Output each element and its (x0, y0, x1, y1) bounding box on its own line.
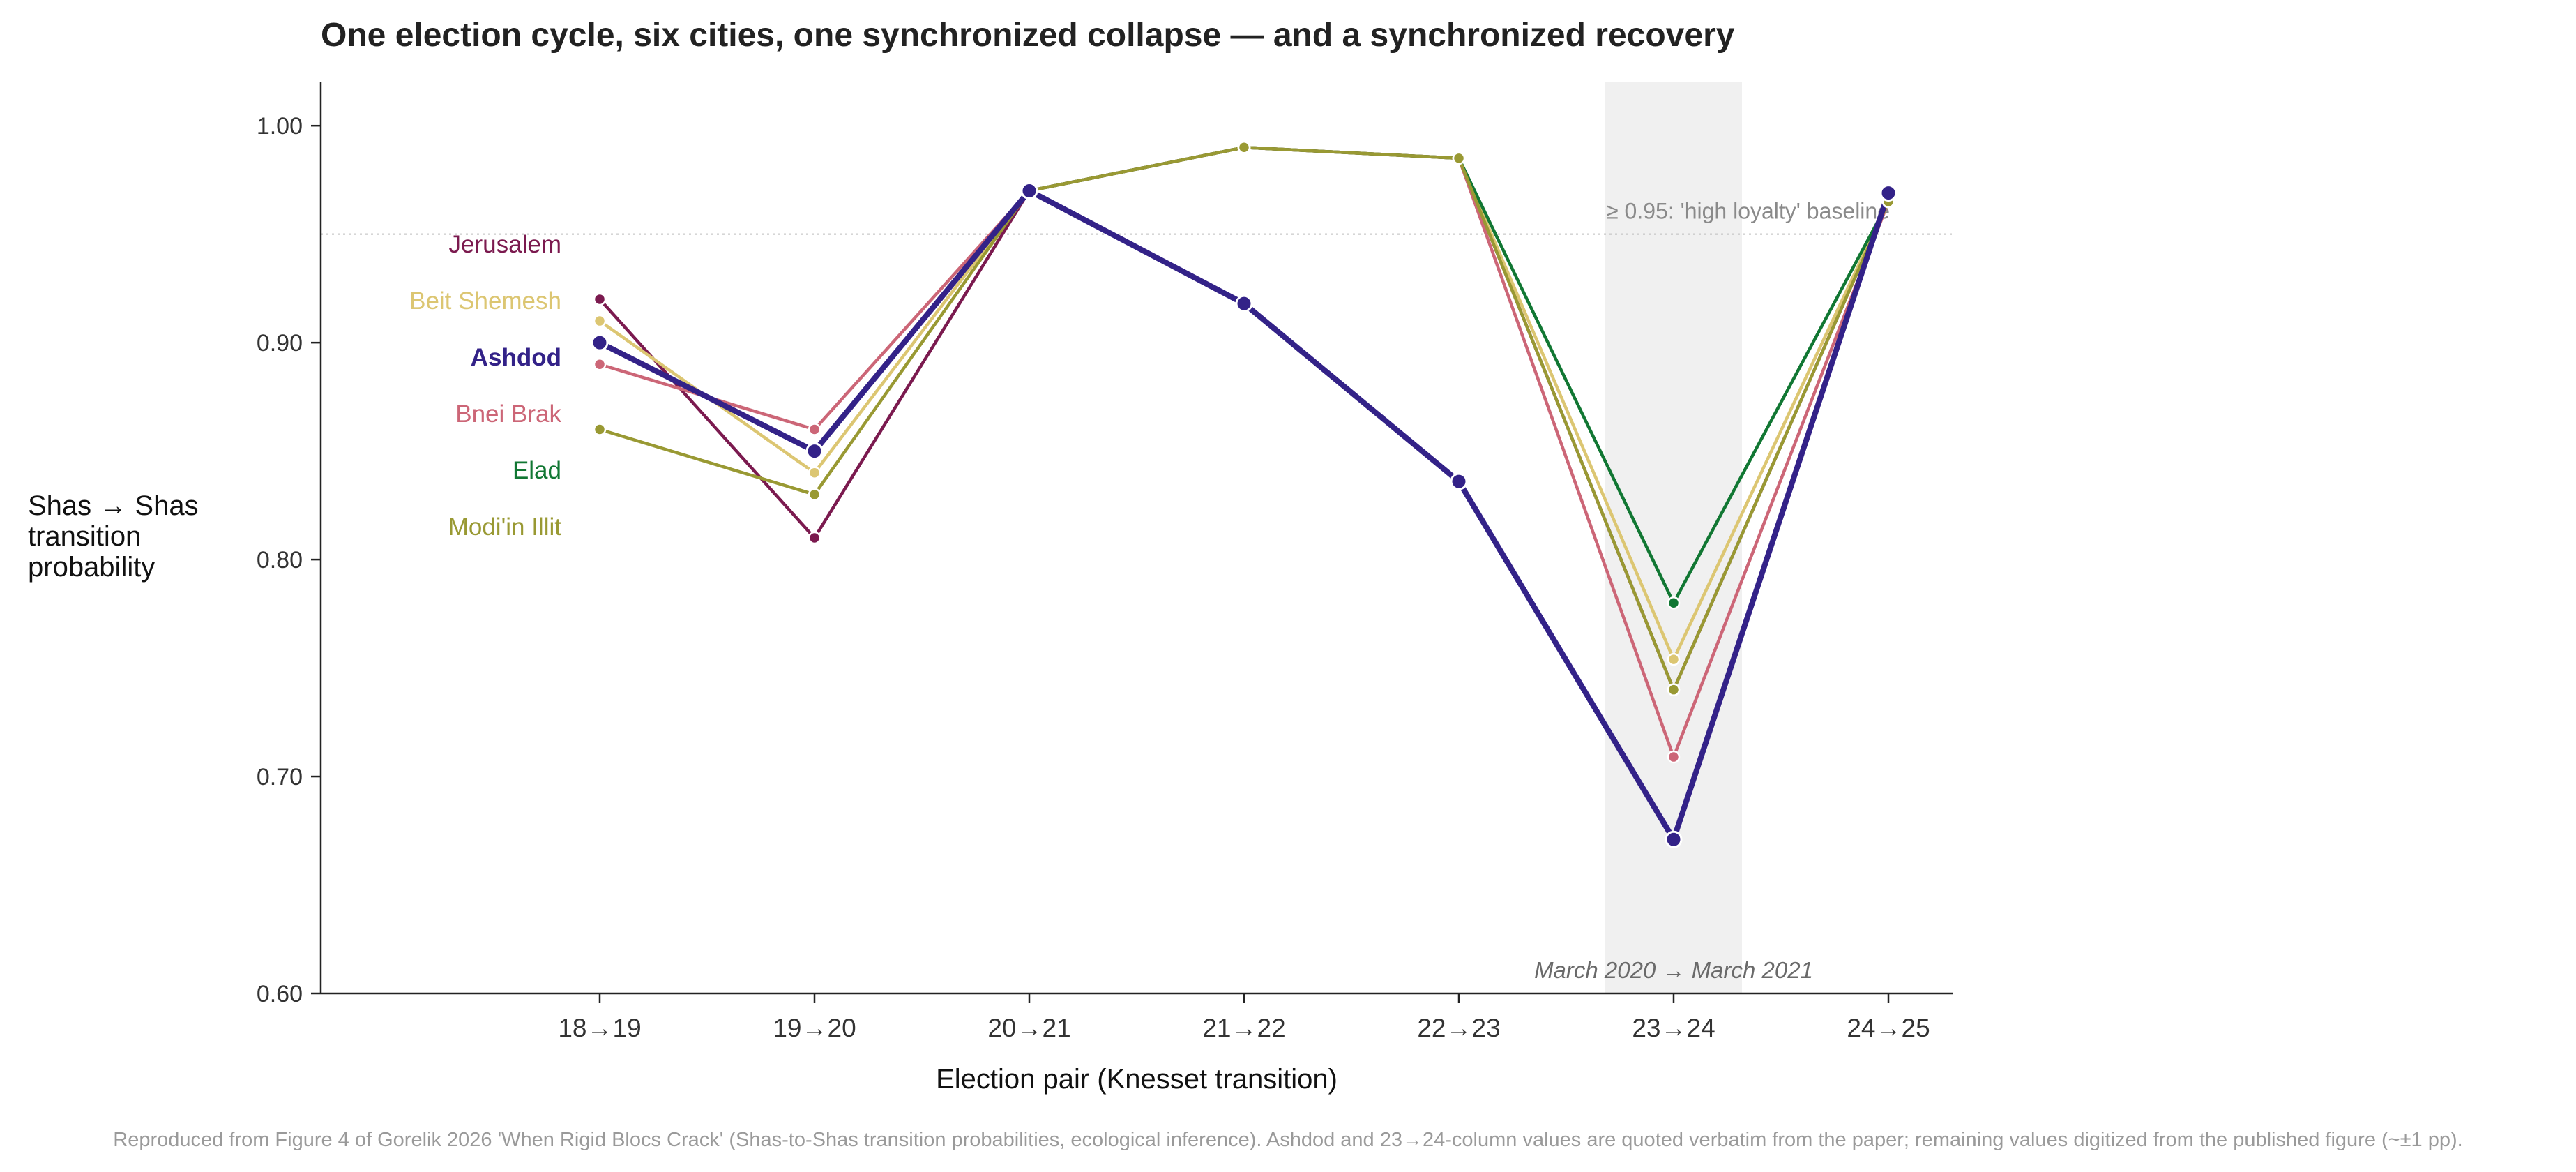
highlight-period-label: March 2020 → March 2021 (1534, 957, 1813, 983)
series-points (591, 141, 1897, 848)
y-axis-label-line-2: transition (28, 521, 141, 552)
city-label-jerusalem: Jerusalem (449, 231, 561, 258)
x-tick-label: 18→19 (558, 1014, 641, 1042)
y-axis-label: Shas → Shas transition probability (28, 490, 206, 583)
chart-title: One election cycle, six cities, one sync… (321, 17, 1735, 54)
city-label-bnei-brak: Bnei Brak (455, 400, 561, 428)
data-point-modi-in-illit (1237, 141, 1251, 154)
y-tick-label: 0.60 (257, 981, 303, 1007)
axes (319, 82, 1953, 995)
data-point-bnei-brak (808, 423, 821, 436)
y-axis-ticks: 0.60 0.70 0.80 0.90 1.00 (257, 113, 321, 1007)
city-label-ashdod: Ashdod (471, 344, 561, 371)
data-point-ashdod (591, 333, 609, 352)
data-point-ashdod (1020, 181, 1038, 200)
data-point-ashdod (1879, 184, 1897, 202)
baseline-label: ≥ 0.95: 'high loyalty' baseline (1606, 199, 1890, 224)
x-axis-label: Election pair (Knesset transition) (936, 1064, 1338, 1095)
x-tick-label: 19→20 (773, 1014, 856, 1042)
data-point-modi-in-illit (1667, 683, 1681, 696)
data-point-ashdod (1665, 830, 1683, 848)
y-tick-label: 0.70 (257, 764, 303, 790)
y-axis-label-line-1: Shas → Shas (28, 490, 199, 521)
x-tick-label: 22→23 (1417, 1014, 1500, 1042)
data-point-ashdod (1235, 294, 1253, 313)
city-labels: Jerusalem Beit Shemesh Ashdod Bnei Brak Elad… (409, 231, 561, 541)
data-point-modi-in-illit (593, 423, 607, 436)
data-point-modi-in-illit (1452, 151, 1466, 165)
data-point-beit-shemesh (1667, 652, 1681, 666)
data-point-bnei-brak (1667, 750, 1681, 764)
data-point-beit-shemesh (593, 314, 607, 328)
data-point-modi-in-illit (808, 488, 821, 502)
x-tick-label: 24→25 (1847, 1014, 1930, 1042)
data-point-jerusalem (808, 531, 821, 545)
data-point-beit-shemesh (808, 466, 821, 479)
source-caption: Reproduced from Figure 4 of Gorelik 2026… (113, 1129, 2462, 1151)
data-point-elad (1667, 596, 1681, 610)
data-point-ashdod (1450, 472, 1468, 490)
data-point-jerusalem (593, 292, 607, 306)
y-tick-label: 0.90 (257, 330, 303, 356)
data-point-bnei-brak (593, 357, 607, 371)
city-label-beit-shemesh: Beit Shemesh (409, 287, 561, 315)
x-tick-label: 20→21 (987, 1014, 1070, 1042)
y-axis-label-line-3: probability (28, 552, 155, 583)
y-tick-label: 1.00 (257, 113, 303, 140)
x-tick-label: 23→24 (1632, 1014, 1715, 1042)
city-label-modi-in-illit: Modi'in Illit (448, 513, 562, 541)
city-label-elad: Elad (513, 457, 561, 484)
y-tick-label: 0.80 (257, 547, 303, 573)
data-point-ashdod (805, 442, 824, 460)
x-tick-label: 21→22 (1202, 1014, 1285, 1042)
x-axis-ticks: 18→19 19→20 20→21 21→22 22→23 23→24 24→25 (558, 993, 1930, 1042)
